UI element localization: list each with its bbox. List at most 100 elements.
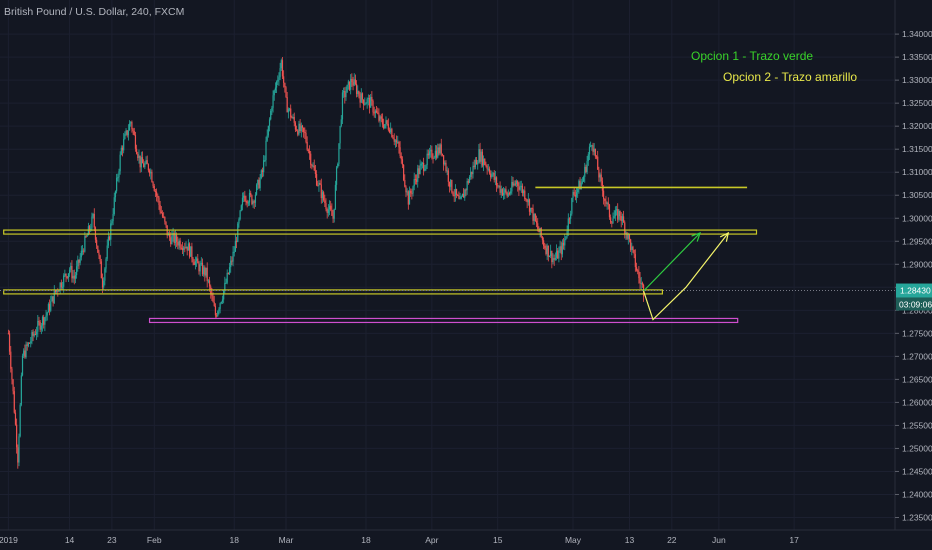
green-path-head bbox=[691, 231, 702, 242]
candle-body bbox=[157, 195, 159, 198]
candle-body bbox=[39, 322, 41, 330]
candle-body bbox=[72, 275, 74, 279]
candle-body bbox=[471, 171, 473, 175]
candle-body bbox=[415, 179, 418, 182]
candle-body bbox=[387, 123, 389, 130]
candle-body bbox=[441, 153, 444, 156]
candle-body bbox=[133, 131, 135, 136]
candle-body bbox=[238, 219, 240, 224]
candle-body bbox=[397, 142, 399, 144]
symbol-title[interactable]: British Pound / U.S. Dollar, 240, FXCM bbox=[4, 6, 185, 18]
candle-body bbox=[443, 155, 445, 165]
candle-body bbox=[177, 241, 179, 246]
candle-body bbox=[180, 247, 182, 249]
candle-body bbox=[199, 264, 201, 272]
candle-body bbox=[542, 240, 545, 246]
candle-body bbox=[335, 167, 338, 185]
candle-body bbox=[144, 163, 146, 168]
candle-body bbox=[633, 249, 635, 255]
option2-annotation[interactable]: Opcion 2 - Trazo amarillo bbox=[723, 70, 858, 84]
y-tick-label: 1.34000 bbox=[902, 29, 932, 39]
candle-body bbox=[207, 280, 209, 282]
candle-body bbox=[610, 217, 612, 223]
candle-body bbox=[464, 189, 466, 198]
candle-body bbox=[486, 165, 488, 169]
candle-body bbox=[99, 255, 101, 262]
candle-body bbox=[114, 191, 117, 198]
candle-body bbox=[345, 92, 347, 98]
candle-body bbox=[60, 282, 62, 288]
candle-body bbox=[588, 146, 591, 155]
candle-body bbox=[306, 141, 308, 150]
candle-body bbox=[244, 195, 246, 202]
candle-body bbox=[171, 235, 173, 245]
green-path[interactable] bbox=[643, 232, 701, 292]
candlesticks bbox=[7, 57, 645, 469]
candle-body bbox=[458, 195, 460, 199]
candle-body bbox=[56, 290, 58, 292]
yellow-path[interactable] bbox=[643, 232, 729, 321]
candle-body bbox=[460, 196, 462, 199]
candle-body bbox=[163, 216, 165, 218]
candle-body bbox=[600, 174, 602, 182]
candle-body bbox=[116, 177, 118, 192]
candle-body bbox=[510, 191, 512, 194]
candle-body bbox=[131, 122, 133, 130]
candle-body bbox=[487, 168, 489, 170]
candle-body bbox=[577, 188, 579, 193]
candle-body bbox=[225, 282, 227, 284]
candle-body bbox=[614, 210, 616, 217]
candle-body bbox=[481, 151, 484, 166]
candle-body bbox=[505, 189, 507, 193]
candle-body bbox=[523, 190, 525, 193]
candle-body bbox=[607, 202, 609, 205]
candle-body bbox=[126, 130, 128, 136]
candle-body bbox=[558, 250, 560, 259]
candle-body bbox=[307, 149, 309, 152]
candle-body bbox=[591, 145, 593, 147]
candle-body bbox=[86, 235, 88, 237]
candle-body bbox=[531, 207, 533, 209]
y-tick-label: 1.30500 bbox=[902, 190, 932, 200]
candle-body bbox=[107, 236, 109, 246]
candle-body bbox=[73, 275, 75, 279]
candle-body bbox=[21, 355, 24, 376]
candle-body bbox=[138, 155, 140, 158]
candle-body bbox=[119, 154, 121, 172]
candle-body bbox=[347, 81, 349, 85]
level-band-magenta[interactable] bbox=[148, 317, 739, 324]
candle-body bbox=[36, 331, 38, 335]
level-band-yellow[interactable] bbox=[3, 229, 758, 235]
y-tick-label: 1.33500 bbox=[902, 52, 932, 62]
candle-body bbox=[339, 125, 341, 144]
candle-body bbox=[92, 214, 94, 217]
candle-body bbox=[330, 205, 332, 210]
candle-body bbox=[98, 252, 100, 256]
y-tick-label: 1.24500 bbox=[902, 466, 932, 476]
candle-body bbox=[385, 120, 387, 125]
option1-annotation[interactable]: Opcion 1 - Trazo verde bbox=[691, 49, 814, 63]
x-tick-label: 22 bbox=[667, 535, 677, 545]
candle-body bbox=[265, 140, 267, 161]
countdown-badge bbox=[896, 297, 932, 311]
candle-body bbox=[300, 125, 302, 132]
candle-body bbox=[490, 173, 492, 178]
candle-body bbox=[580, 182, 582, 190]
candle-body bbox=[70, 265, 72, 270]
candle-body bbox=[390, 128, 392, 133]
time-axis: 2019 14 23 Feb 18 Mar 18 Apr 15 May 13 22 Jun 17 bbox=[0, 535, 799, 545]
candle-body bbox=[185, 246, 187, 249]
candle-body bbox=[277, 79, 279, 82]
candle-body bbox=[37, 320, 39, 332]
candle-body bbox=[468, 176, 471, 183]
candle-body bbox=[534, 213, 536, 222]
candle-body bbox=[479, 149, 481, 162]
candle-body bbox=[104, 268, 106, 281]
level-band-yellow[interactable] bbox=[3, 289, 664, 295]
candle-body bbox=[410, 190, 412, 194]
candle-body bbox=[134, 135, 137, 149]
candle-body bbox=[41, 317, 44, 326]
candle-body bbox=[524, 190, 526, 199]
candle-body bbox=[477, 162, 479, 165]
